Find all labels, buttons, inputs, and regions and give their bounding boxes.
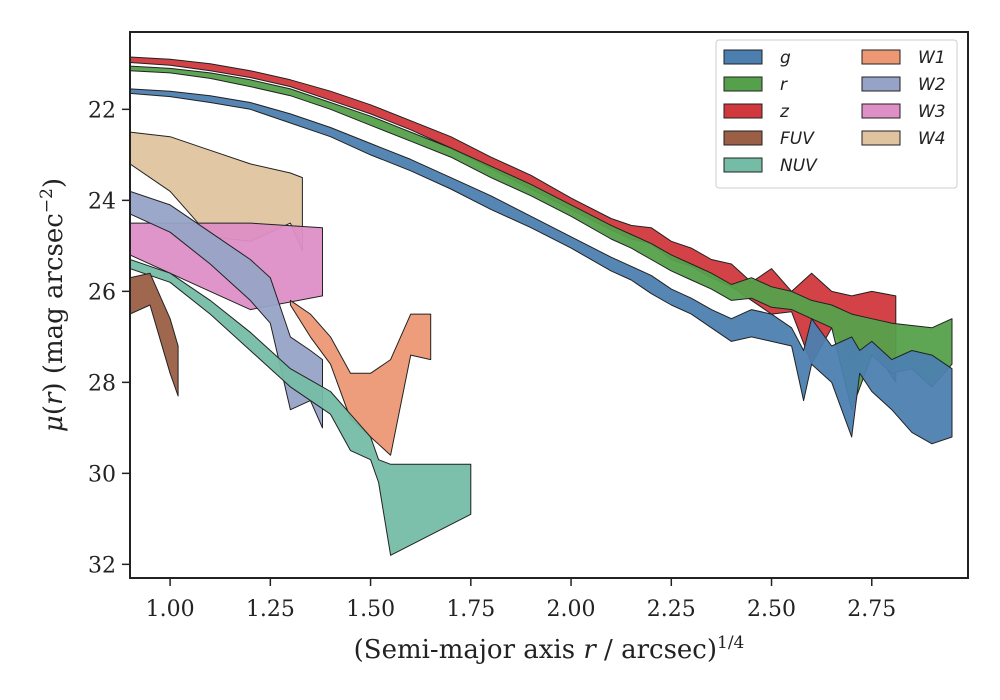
legend-swatch-z [723,103,763,119]
x-tick-label: 2.00 [547,597,596,622]
legend-swatch-fuv [723,130,763,146]
x-tick-label: 1.75 [446,597,495,622]
band-g [130,88,953,445]
y-tick-label: 22 [88,98,116,123]
band-fuv [130,272,179,397]
y-tick-label: 24 [88,189,116,214]
legend-swatch-w4 [861,130,901,146]
x-tick-label: 1.00 [146,597,195,622]
legend-label-nuv: NUV [780,156,818,176]
legend-label-w3: W3 [918,102,946,122]
legend-label-fuv: FUV [780,129,815,149]
y-tick-label: 32 [88,553,116,578]
legend-label-w2: W2 [918,75,946,95]
x-tick-label: 2.75 [847,597,896,622]
band-w2 [130,190,323,429]
x-axis-label: (Semi-major axis r / arcsec)1/4 [354,633,745,665]
x-tick-label: 1.25 [246,597,295,622]
series-layer [130,56,953,556]
legend-label-g: g [780,48,791,68]
legend: grz FUV NUV W1 W2 W3 W4 [715,39,958,189]
y-axis: 22 24 26 28 30 32 [88,98,130,578]
legend-swatch-w1 [861,49,901,65]
y-tick-label: 30 [88,462,116,487]
legend-swatch-w3 [861,103,901,119]
legend-swatch-g [723,49,763,65]
legend-label-w4: W4 [918,129,946,149]
legend-swatch-nuv [723,157,763,173]
band-nuv [130,259,472,556]
x-tick-label: 1.50 [346,597,395,622]
plot-frame [129,31,969,579]
y-tick-label: 26 [88,280,116,305]
y-tick-label: 28 [88,371,116,396]
legend-label-r: r [780,75,788,95]
band-w1 [289,299,432,456]
x-axis: 1.00 1.25 1.50 1.75 2.00 2.25 2.50 2.75 [146,578,896,622]
band-r [130,65,953,411]
legend-label-w1: W1 [918,48,946,68]
x-tick-label: 2.50 [747,597,796,622]
legend-swatch-w2 [861,76,901,92]
legend-swatch-r [723,76,763,92]
legend-label-z: z [779,102,790,122]
y-axis-label: μ(r) (mag arcsec−2) [37,178,69,432]
x-tick-label: 2.25 [647,597,696,622]
